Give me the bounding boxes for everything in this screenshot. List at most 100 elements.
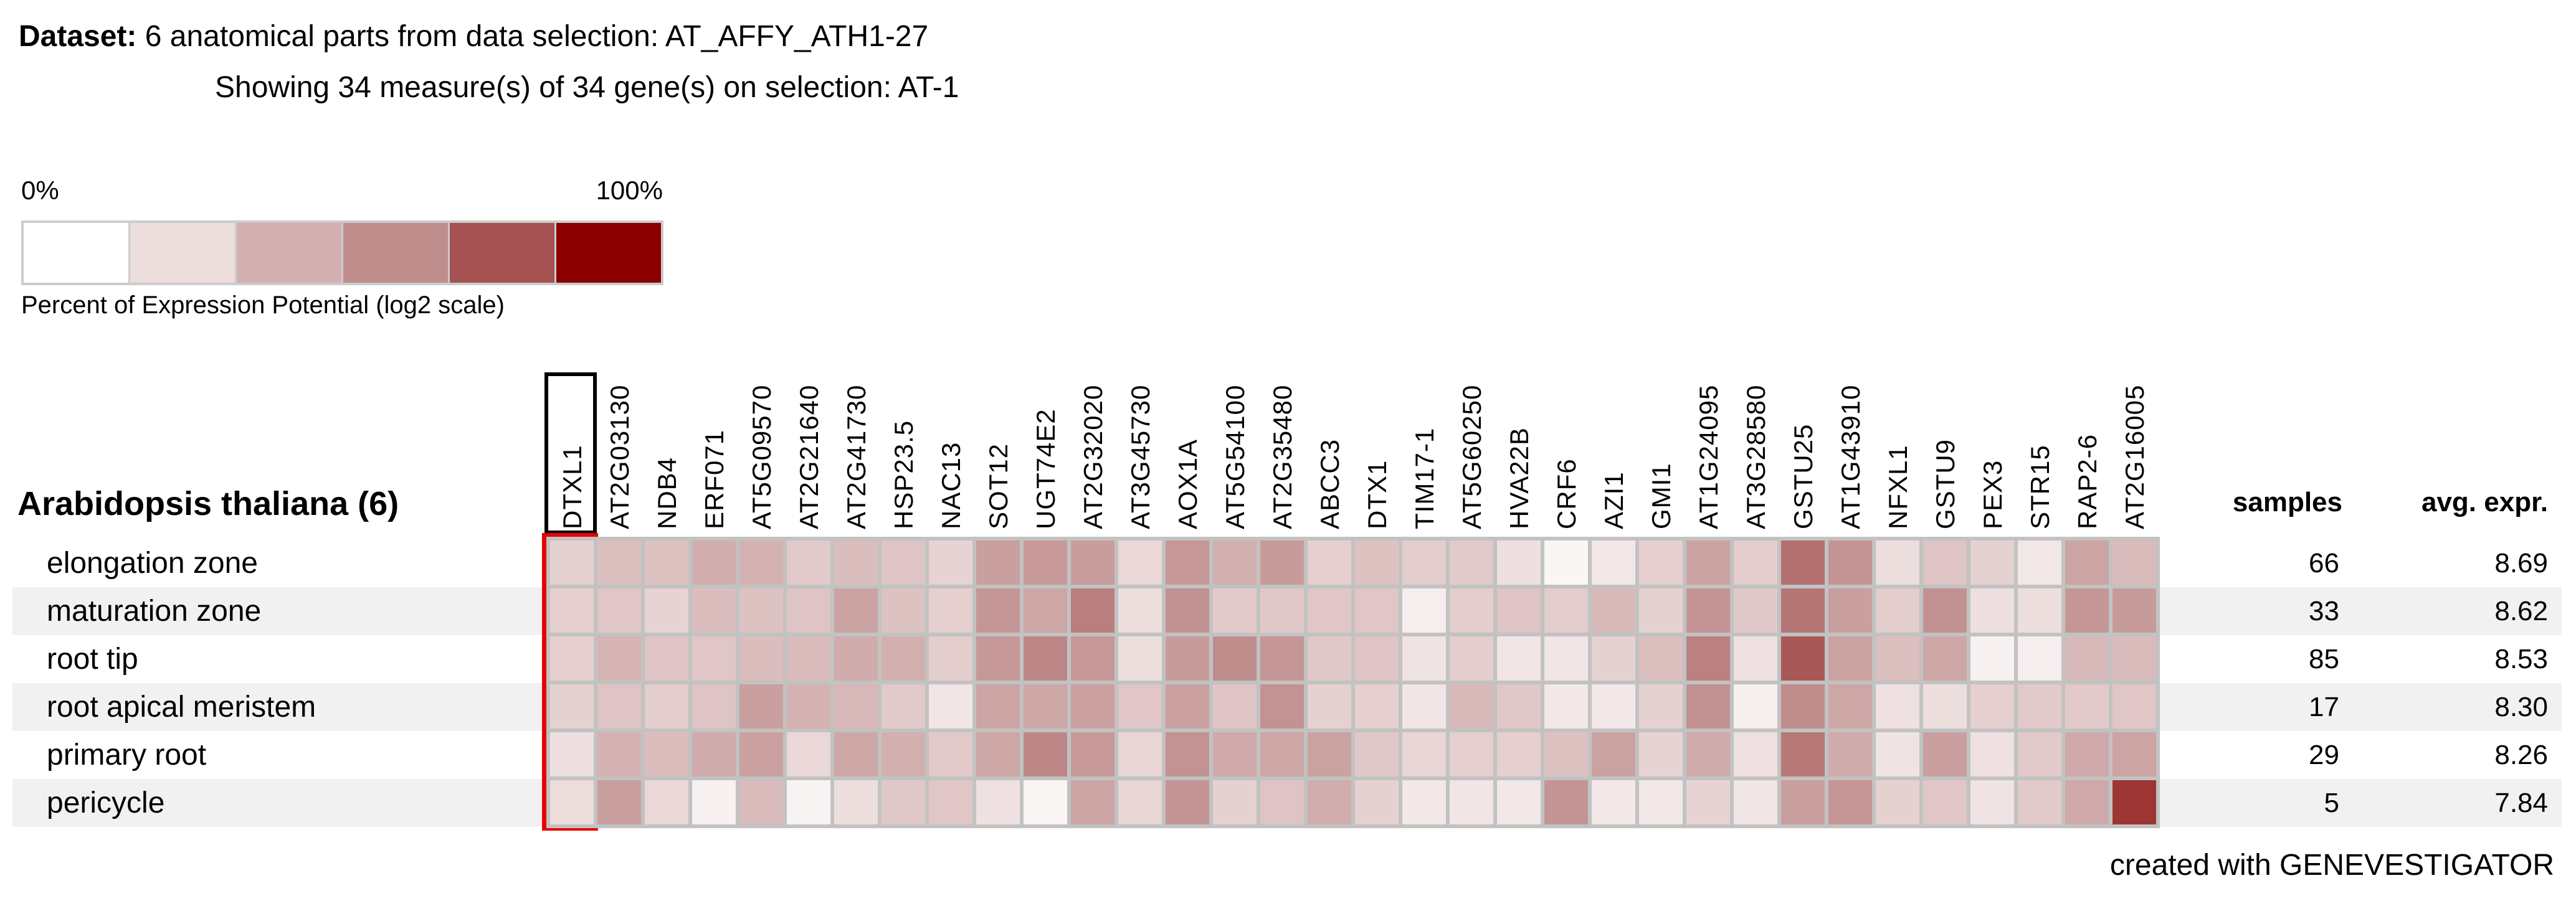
heatmap-cell-root-apical-meristem-AT2G32020[interactable]	[1071, 684, 1115, 729]
heatmap-cell-elongation-zone-HSP23.5[interactable]	[882, 540, 925, 585]
heatmap-cell-elongation-zone-AT2G16005[interactable]	[2113, 540, 2156, 585]
heatmap-cell-maturation-zone-DTXL1[interactable]	[550, 588, 594, 633]
heatmap-cell-maturation-zone-CRF6[interactable]	[1544, 588, 1588, 633]
heatmap-cell-maturation-zone-AT2G41730[interactable]	[834, 588, 878, 633]
heatmap-cell-pericycle-STR15[interactable]	[2018, 780, 2061, 824]
heatmap-cell-root-tip-TIM17-1[interactable]	[1402, 636, 1446, 681]
heatmap-cell-root-apical-meristem-GSTU25[interactable]	[1781, 684, 1825, 729]
heatmap-cell-root-tip-SOT12[interactable]	[976, 636, 1020, 681]
heatmap-cell-primary-root-AT2G41730[interactable]	[834, 732, 878, 776]
heatmap-cell-pericycle-AT2G41730[interactable]	[834, 780, 878, 824]
heatmap-cell-primary-root-AT1G24095[interactable]	[1686, 732, 1730, 776]
heatmap-cell-maturation-zone-GSTU25[interactable]	[1781, 588, 1825, 633]
heatmap-cell-elongation-zone-CRF6[interactable]	[1544, 540, 1588, 585]
heatmap-cell-root-tip-GSTU9[interactable]	[1923, 636, 1967, 681]
heatmap-cell-root-tip-AT2G03130[interactable]	[597, 636, 641, 681]
heatmap-cell-root-tip-NDB4[interactable]	[645, 636, 688, 681]
heatmap-cell-primary-root-AZI1[interactable]	[1592, 732, 1635, 776]
heatmap-cell-elongation-zone-NAC13[interactable]	[929, 540, 972, 585]
heatmap-cell-maturation-zone-AT1G24095[interactable]	[1686, 588, 1730, 633]
heatmap-cell-pericycle-DTXL1[interactable]	[550, 780, 594, 824]
heatmap-cell-root-apical-meristem-AT2G03130[interactable]	[597, 684, 641, 729]
heatmap-cell-root-tip-AT5G09570[interactable]	[739, 636, 783, 681]
heatmap-cell-primary-root-TIM17-1[interactable]	[1402, 732, 1446, 776]
heatmap-cell-primary-root-GSTU9[interactable]	[1923, 732, 1967, 776]
heatmap-cell-root-tip-HVA22B[interactable]	[1497, 636, 1541, 681]
heatmap-cell-primary-root-NFXL1[interactable]	[1876, 732, 1919, 776]
heatmap-cell-maturation-zone-STR15[interactable]	[2018, 588, 2061, 633]
heatmap-cell-root-tip-GMI1[interactable]	[1639, 636, 1683, 681]
heatmap-cell-maturation-zone-AT2G32020[interactable]	[1071, 588, 1115, 633]
heatmap-cell-root-tip-AT3G28580[interactable]	[1734, 636, 1777, 681]
heatmap-cell-primary-root-AT1G43910[interactable]	[1828, 732, 1872, 776]
heatmap-cell-elongation-zone-ERF071[interactable]	[692, 540, 736, 585]
heatmap-cell-root-tip-AT2G21640[interactable]	[787, 636, 830, 681]
heatmap-cell-elongation-zone-UGT74E2[interactable]	[1024, 540, 1067, 585]
heatmap-cell-pericycle-AT1G24095[interactable]	[1686, 780, 1730, 824]
heatmap-cell-pericycle-NFXL1[interactable]	[1876, 780, 1919, 824]
heatmap-cell-maturation-zone-HVA22B[interactable]	[1497, 588, 1541, 633]
heatmap-cell-elongation-zone-GSTU25[interactable]	[1781, 540, 1825, 585]
heatmap-cell-elongation-zone-GMI1[interactable]	[1639, 540, 1683, 585]
heatmap-cell-elongation-zone-HVA22B[interactable]	[1497, 540, 1541, 585]
heatmap-cell-root-apical-meristem-AT5G60250[interactable]	[1450, 684, 1493, 729]
heatmap-cell-pericycle-GSTU9[interactable]	[1923, 780, 1967, 824]
heatmap-cell-maturation-zone-ERF071[interactable]	[692, 588, 736, 633]
heatmap-cell-primary-root-AT5G09570[interactable]	[739, 732, 783, 776]
heatmap-cell-root-apical-meristem-NFXL1[interactable]	[1876, 684, 1919, 729]
heatmap-cell-root-tip-AT2G35480[interactable]	[1260, 636, 1304, 681]
heatmap-cell-maturation-zone-AT1G43910[interactable]	[1828, 588, 1872, 633]
heatmap-cell-root-tip-CRF6[interactable]	[1544, 636, 1588, 681]
heatmap-cell-pericycle-AT3G28580[interactable]	[1734, 780, 1777, 824]
heatmap-cell-maturation-zone-AT2G35480[interactable]	[1260, 588, 1304, 633]
heatmap-cell-pericycle-GSTU25[interactable]	[1781, 780, 1825, 824]
heatmap-cell-root-apical-meristem-AT2G41730[interactable]	[834, 684, 878, 729]
heatmap-cell-primary-root-DTX1[interactable]	[1355, 732, 1399, 776]
heatmap-cell-pericycle-AT2G35480[interactable]	[1260, 780, 1304, 824]
heatmap-cell-primary-root-AT5G54100[interactable]	[1213, 732, 1257, 776]
heatmap-cell-root-tip-ABCC3[interactable]	[1308, 636, 1351, 681]
heatmap-cell-maturation-zone-RAP2-6[interactable]	[2065, 588, 2109, 633]
heatmap-cell-root-apical-meristem-UGT74E2[interactable]	[1024, 684, 1067, 729]
heatmap-cell-elongation-zone-AZI1[interactable]	[1592, 540, 1635, 585]
heatmap-cell-elongation-zone-RAP2-6[interactable]	[2065, 540, 2109, 585]
heatmap-cell-pericycle-HSP23.5[interactable]	[882, 780, 925, 824]
heatmap-cell-pericycle-PEX3[interactable]	[1970, 780, 2014, 824]
heatmap-cell-pericycle-AT1G43910[interactable]	[1828, 780, 1872, 824]
heatmap-cell-root-apical-meristem-STR15[interactable]	[2018, 684, 2061, 729]
heatmap-cell-primary-root-HSP23.5[interactable]	[882, 732, 925, 776]
heatmap-cell-pericycle-AT5G09570[interactable]	[739, 780, 783, 824]
heatmap-cell-root-tip-RAP2-6[interactable]	[2065, 636, 2109, 681]
heatmap-cell-root-tip-HSP23.5[interactable]	[882, 636, 925, 681]
heatmap-cell-elongation-zone-AT5G60250[interactable]	[1450, 540, 1493, 585]
heatmap-cell-root-tip-DTXL1[interactable]	[550, 636, 594, 681]
heatmap-cell-root-tip-AT2G41730[interactable]	[834, 636, 878, 681]
heatmap-cell-primary-root-AT3G28580[interactable]	[1734, 732, 1777, 776]
heatmap-cell-maturation-zone-NAC13[interactable]	[929, 588, 972, 633]
heatmap-cell-pericycle-AOX1A[interactable]	[1166, 780, 1209, 824]
heatmap-cell-root-tip-AT1G43910[interactable]	[1828, 636, 1872, 681]
heatmap-cell-maturation-zone-AT5G09570[interactable]	[739, 588, 783, 633]
heatmap-cell-maturation-zone-HSP23.5[interactable]	[882, 588, 925, 633]
heatmap-cell-elongation-zone-AT2G32020[interactable]	[1071, 540, 1115, 585]
heatmap-cell-root-tip-AT2G16005[interactable]	[2113, 636, 2156, 681]
heatmap-cell-root-apical-meristem-AT5G09570[interactable]	[739, 684, 783, 729]
heatmap-cell-root-tip-AOX1A[interactable]	[1166, 636, 1209, 681]
heatmap-cell-root-apical-meristem-AOX1A[interactable]	[1166, 684, 1209, 729]
heatmap-cell-root-tip-UGT74E2[interactable]	[1024, 636, 1067, 681]
heatmap-cell-root-tip-GSTU25[interactable]	[1781, 636, 1825, 681]
heatmap-cell-pericycle-UGT74E2[interactable]	[1024, 780, 1067, 824]
heatmap-cell-primary-root-AOX1A[interactable]	[1166, 732, 1209, 776]
heatmap-cell-pericycle-NAC13[interactable]	[929, 780, 972, 824]
heatmap-cell-root-tip-AT3G45730[interactable]	[1118, 636, 1162, 681]
heatmap-cell-root-apical-meristem-ABCC3[interactable]	[1308, 684, 1351, 729]
heatmap-cell-maturation-zone-AOX1A[interactable]	[1166, 588, 1209, 633]
heatmap-cell-root-tip-AT2G32020[interactable]	[1071, 636, 1115, 681]
heatmap-cell-root-apical-meristem-AZI1[interactable]	[1592, 684, 1635, 729]
heatmap-cell-primary-root-AT2G35480[interactable]	[1260, 732, 1304, 776]
heatmap-cell-root-apical-meristem-AT5G54100[interactable]	[1213, 684, 1257, 729]
heatmap-cell-pericycle-AT5G60250[interactable]	[1450, 780, 1493, 824]
heatmap-cell-maturation-zone-AZI1[interactable]	[1592, 588, 1635, 633]
heatmap-cell-elongation-zone-AT3G45730[interactable]	[1118, 540, 1162, 585]
heatmap-cell-elongation-zone-AT1G43910[interactable]	[1828, 540, 1872, 585]
